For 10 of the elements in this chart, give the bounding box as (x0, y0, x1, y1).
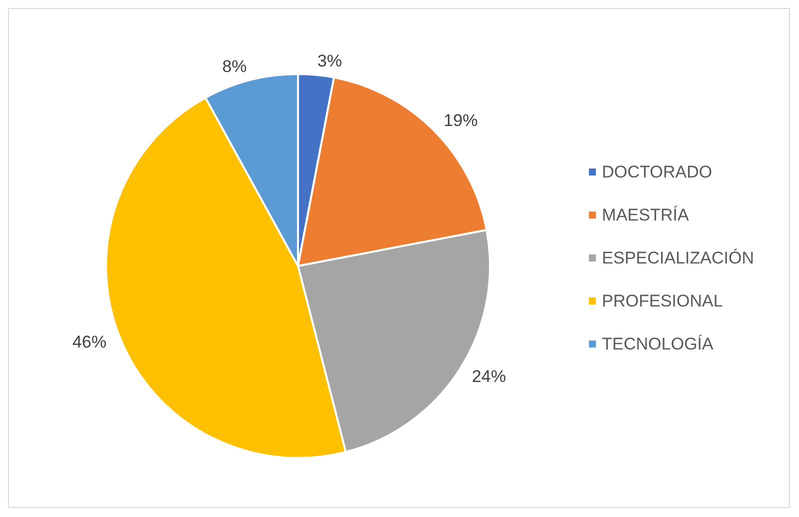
legend-label: TECNOLOGÍA (602, 334, 714, 354)
legend-label: DOCTORADO (602, 162, 712, 182)
legend-label: PROFESIONAL (602, 292, 723, 310)
data-label: 3% (317, 51, 342, 70)
legend-label: ESPECIALIZACIÓN (602, 248, 754, 268)
data-label: 8% (222, 56, 247, 76)
data-label: 19% (444, 110, 478, 130)
data-label: 24% (472, 366, 506, 386)
legend-label: MAESTRÍA (602, 206, 690, 224)
data-label: 46% (72, 332, 106, 352)
